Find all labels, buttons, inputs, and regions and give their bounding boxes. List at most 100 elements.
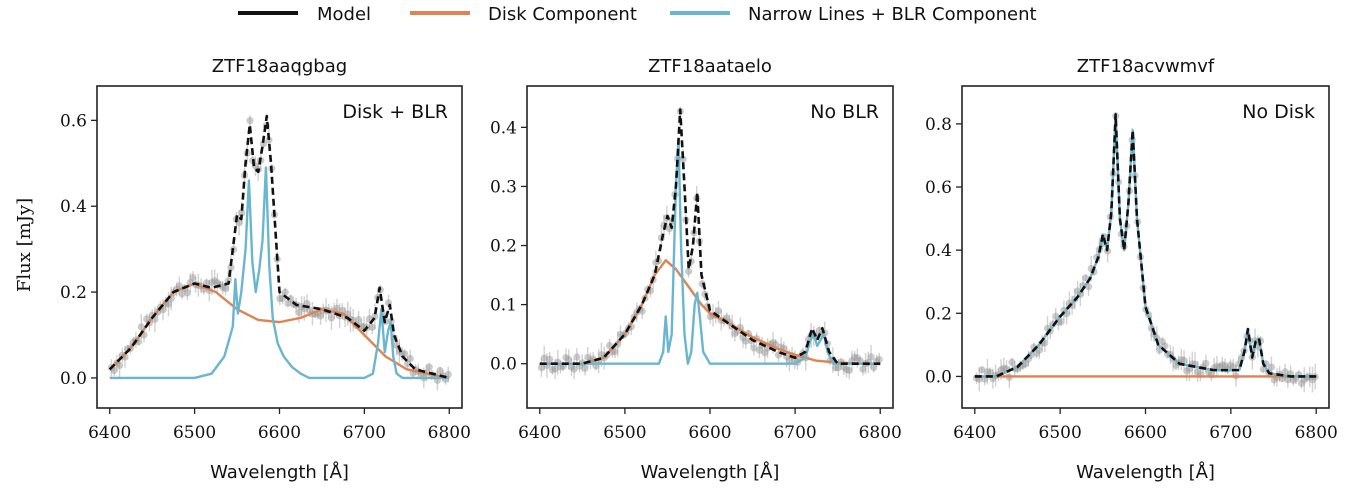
y-tick-label: 0.1	[490, 296, 517, 316]
data-point	[750, 344, 758, 352]
panel-annotation: No Disk	[1242, 101, 1315, 123]
legend-label-disk: Disk Component	[488, 4, 637, 25]
x-tick-label: 6500	[603, 423, 646, 443]
data-point	[164, 300, 173, 308]
panel-annotation: No BLR	[810, 101, 879, 123]
y-tick-label: 0.2	[490, 237, 517, 257]
plot-frame	[526, 85, 894, 409]
y-tick-label: 0.2	[60, 283, 87, 303]
data-point	[355, 315, 363, 324]
x-tick-label: 6600	[688, 423, 731, 443]
y-tick-label: 0.0	[60, 369, 87, 389]
data-point	[227, 264, 235, 272]
y-tick-label: 0.4	[490, 118, 517, 138]
panel-title: ZTF18aataelo	[648, 56, 772, 77]
x-tick-label: 6700	[1209, 423, 1252, 443]
panel-title: ZTF18aaqgbag	[212, 56, 347, 77]
y-tick-label: 0.4	[925, 241, 952, 261]
x-tick-label: 6800	[1295, 423, 1338, 443]
y-tick-label: 0.0	[925, 367, 952, 387]
data-point	[406, 354, 414, 363]
series-line-narrow-lines-blr-component	[539, 137, 881, 365]
x-tick-label: 6400	[88, 423, 131, 443]
x-axis-label: Wavelength [Å]	[210, 461, 349, 483]
data-point	[679, 155, 687, 163]
data-point	[875, 355, 883, 363]
x-tick-label: 6600	[258, 423, 301, 443]
data-point	[115, 361, 124, 370]
data-point	[281, 288, 289, 296]
x-tick-label: 6400	[953, 423, 996, 443]
data-point	[540, 354, 548, 362]
series-line-model	[108, 114, 450, 380]
y-tick-label: 0.3	[490, 177, 517, 197]
series-line-model	[974, 113, 1317, 378]
data-point	[178, 290, 186, 298]
x-axis-label: Wavelength [Å]	[1076, 461, 1215, 483]
data-point	[870, 364, 878, 372]
data-point	[714, 307, 723, 315]
plot-frame	[961, 85, 1330, 409]
legend: Model Disk Component Narrow Lines + BLR …	[238, 4, 1037, 25]
plot-frame	[96, 85, 463, 409]
series-line-narrow-lines-blr-component	[974, 113, 1317, 378]
y-tick-label: 0.6	[60, 111, 87, 131]
y-tick-label: 0.0	[490, 355, 517, 375]
data-point	[742, 337, 750, 345]
data-point	[368, 323, 376, 331]
data-point	[333, 304, 341, 313]
data-point	[1180, 356, 1188, 364]
observed-points	[972, 111, 1319, 393]
panel-ztf18aataelo: ZTF18aataelo No BLR Wavelength [Å] 6400 6500…	[490, 56, 902, 483]
data-point	[684, 267, 693, 275]
data-point	[238, 209, 246, 217]
y-axis-label: Flux [mJy]	[14, 198, 35, 292]
data-point	[1281, 368, 1289, 376]
data-point	[546, 355, 554, 363]
data-point	[1008, 358, 1016, 366]
data-point	[611, 348, 619, 356]
x-tick-label: 6800	[428, 423, 471, 443]
series-line-narrow-lines-blr-component	[109, 166, 450, 380]
x-tick-label: 6600	[1124, 423, 1167, 443]
x-tick-label: 6400	[518, 423, 561, 443]
y-tick-label: 0.8	[925, 115, 952, 135]
data-point	[859, 365, 867, 373]
data-point	[986, 369, 994, 377]
data-point	[978, 366, 986, 374]
observed-points	[537, 106, 883, 380]
data-point	[1057, 317, 1065, 326]
x-axis-label: Wavelength [Å]	[641, 461, 780, 483]
data-point	[1035, 346, 1043, 354]
data-point	[327, 314, 336, 322]
y-tick-label: 0.6	[925, 178, 952, 198]
data-point	[246, 117, 254, 125]
panel-ztf18acvwmvf: ZTF18acvwmvf No Disk Wavelength [Å] 6400 650…	[925, 56, 1338, 483]
panel-annotation: Disk + BLR	[342, 101, 448, 123]
data-point	[1202, 359, 1210, 368]
data-point	[183, 289, 192, 297]
series-line-disk-component	[539, 259, 881, 365]
y-tick-label: 0.2	[925, 304, 952, 324]
x-tick-label: 6800	[859, 423, 902, 443]
data-point	[1267, 363, 1276, 371]
panel-title: ZTF18acvwmvf	[1077, 56, 1215, 77]
data-point	[1082, 274, 1090, 282]
data-point	[221, 284, 230, 292]
panel-ztf18aaqgbag: ZTF18aaqgbag Disk + BLR Wavelength [Å] 6400…	[60, 56, 471, 483]
legend-label-model: Model	[317, 4, 371, 25]
x-tick-label: 6700	[773, 423, 816, 443]
data-point	[1284, 376, 1292, 384]
data-point	[570, 365, 578, 373]
data-point	[189, 273, 197, 282]
data-point	[425, 363, 433, 371]
x-tick-label: 6700	[343, 423, 386, 443]
data-point	[565, 355, 573, 364]
series-line-model	[539, 108, 881, 365]
y-tick-label: 0.4	[60, 197, 87, 217]
x-tick-label: 6500	[1039, 423, 1082, 443]
data-point	[551, 365, 559, 373]
data-point	[265, 136, 273, 144]
data-point	[537, 364, 546, 372]
